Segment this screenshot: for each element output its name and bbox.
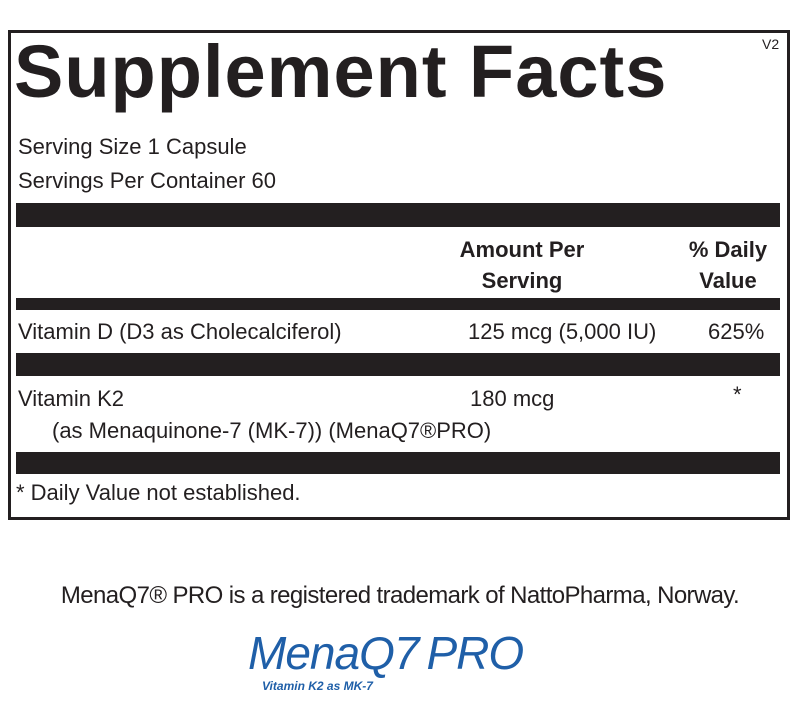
nutrient-amount: 180 mcg xyxy=(470,386,555,411)
header-line: Value xyxy=(699,268,757,293)
version: V2 xyxy=(762,36,780,52)
title: Supplement Facts xyxy=(14,30,668,113)
logo-name: MenaQ7 PRO xyxy=(248,626,524,680)
header-line: % Daily xyxy=(688,237,768,262)
header-line: Amount Per xyxy=(459,237,585,262)
amount-header: Amount Per Serving xyxy=(422,234,622,296)
logo-suffix: PRO xyxy=(426,627,524,679)
nutrient-name: Vitamin K2 xyxy=(18,386,124,411)
nutrient-detail: (as Menaquinone-7 (MK-7)) (MenaQ7®PRO) xyxy=(52,418,492,443)
divider-bar xyxy=(16,353,780,376)
logo-main: MenaQ7 xyxy=(248,627,419,679)
header-line: Serving xyxy=(481,268,563,293)
divider-bar xyxy=(16,203,780,227)
divider-bar xyxy=(16,298,780,310)
daily-header: % Daily Value xyxy=(668,234,788,296)
servings-per-container: Servings Per Container 60 xyxy=(18,168,277,193)
trademark-note: MenaQ7® PRO is a registered trademark of… xyxy=(60,582,740,609)
nutrient-daily: * xyxy=(733,382,742,407)
nutrient-amount: 125 mcg (5,000 IU) xyxy=(468,319,657,344)
nutrient-daily: 625% xyxy=(708,319,765,344)
logo-tagline: Vitamin K2 as MK-7 xyxy=(262,679,373,693)
footnote: * Daily Value not established. xyxy=(16,480,301,505)
serving-size: Serving Size 1 Capsule xyxy=(18,134,247,159)
label-border xyxy=(8,30,790,520)
divider-bar xyxy=(16,452,780,474)
nutrient-name: Vitamin D (D3 as Cholecalciferol) xyxy=(18,319,342,344)
